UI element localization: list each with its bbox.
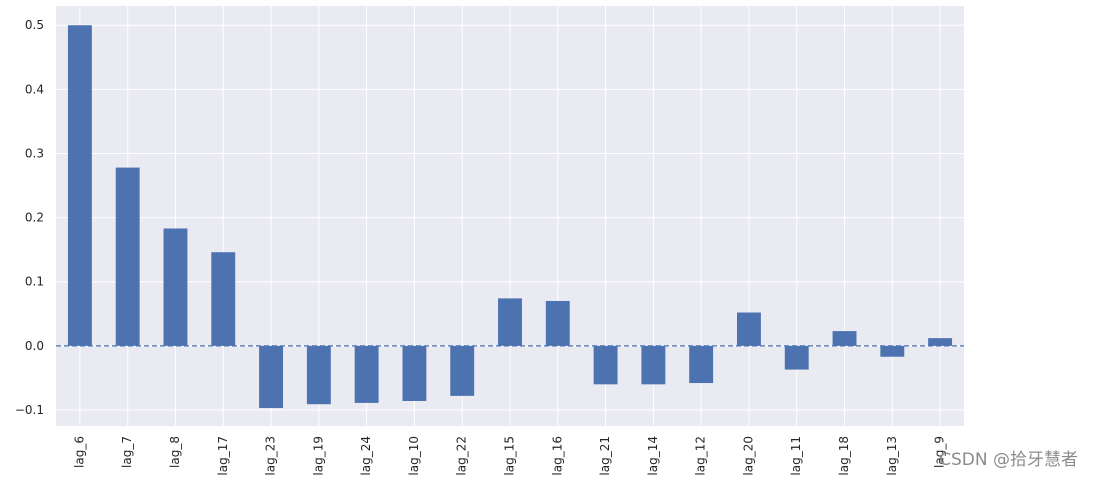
y-tick-label: 0.5 — [25, 18, 44, 32]
bar-lag_17 — [211, 252, 236, 346]
y-tick-label: 0.0 — [25, 339, 44, 353]
bar-lag_21 — [593, 345, 618, 385]
bar-lag_18 — [832, 331, 857, 346]
x-tick-label: lag_19 — [311, 436, 325, 476]
bar-lag_12 — [689, 345, 714, 384]
x-tick-label: lag_22 — [455, 436, 469, 476]
bar-lag_13 — [880, 345, 905, 357]
x-tick-label: lag_11 — [789, 436, 803, 476]
bar-lag_19 — [306, 345, 331, 405]
x-tick-label: lag_8 — [168, 436, 182, 468]
bar-lag_8 — [163, 228, 188, 346]
bar-lag_11 — [784, 345, 809, 370]
x-tick-label: lag_7 — [120, 436, 134, 468]
x-tick-label: lag_17 — [216, 436, 230, 476]
y-axis-tick-labels: −0.1 0.0 0.1 0.2 0.3 0.4 0.5 — [15, 18, 44, 417]
bar-lag_10 — [402, 345, 427, 401]
y-tick-label: 0.2 — [25, 211, 44, 225]
bar-lag_9 — [928, 338, 953, 346]
x-tick-label: lag_10 — [407, 436, 421, 476]
x-tick-label: lag_15 — [503, 436, 517, 476]
x-tick-label: lag_16 — [550, 436, 564, 476]
watermark: CSDN @拾牙慧者 — [939, 450, 1078, 470]
x-tick-label: lag_20 — [741, 436, 755, 476]
x-tick-label: lag_24 — [359, 436, 373, 476]
y-tick-label: 0.4 — [25, 82, 44, 96]
y-tick-label: 0.1 — [25, 275, 44, 289]
bar-lag_20 — [737, 312, 761, 346]
x-tick-label: lag_23 — [264, 436, 278, 476]
x-tick-label: lag_9 — [933, 436, 947, 468]
x-axis-tick-labels: lag_6 lag_7 lag_8 lag_17 lag_23 lag_19 lag_24 l… — [72, 436, 946, 476]
x-tick-label: lag_14 — [646, 436, 660, 476]
bar-lag_23 — [259, 345, 283, 409]
bar-lag_24 — [354, 345, 379, 403]
y-tick-label: 0.3 — [25, 146, 44, 160]
x-tick-label: lag_21 — [598, 436, 612, 476]
bar-lag_14 — [641, 345, 666, 385]
bar-lag_15 — [498, 298, 522, 346]
x-tick-label: lag_6 — [72, 436, 86, 468]
bar-lag_6 — [67, 25, 92, 346]
bar-lag_22 — [450, 345, 475, 396]
x-tick-label: lag_18 — [837, 436, 851, 476]
x-tick-label: lag_13 — [885, 436, 899, 476]
x-tick-label: lag_12 — [694, 436, 708, 476]
bar-lag_16 — [545, 300, 570, 346]
bars — [67, 25, 953, 409]
bar-lag_7 — [115, 167, 140, 346]
y-tick-label: −0.1 — [15, 403, 44, 417]
